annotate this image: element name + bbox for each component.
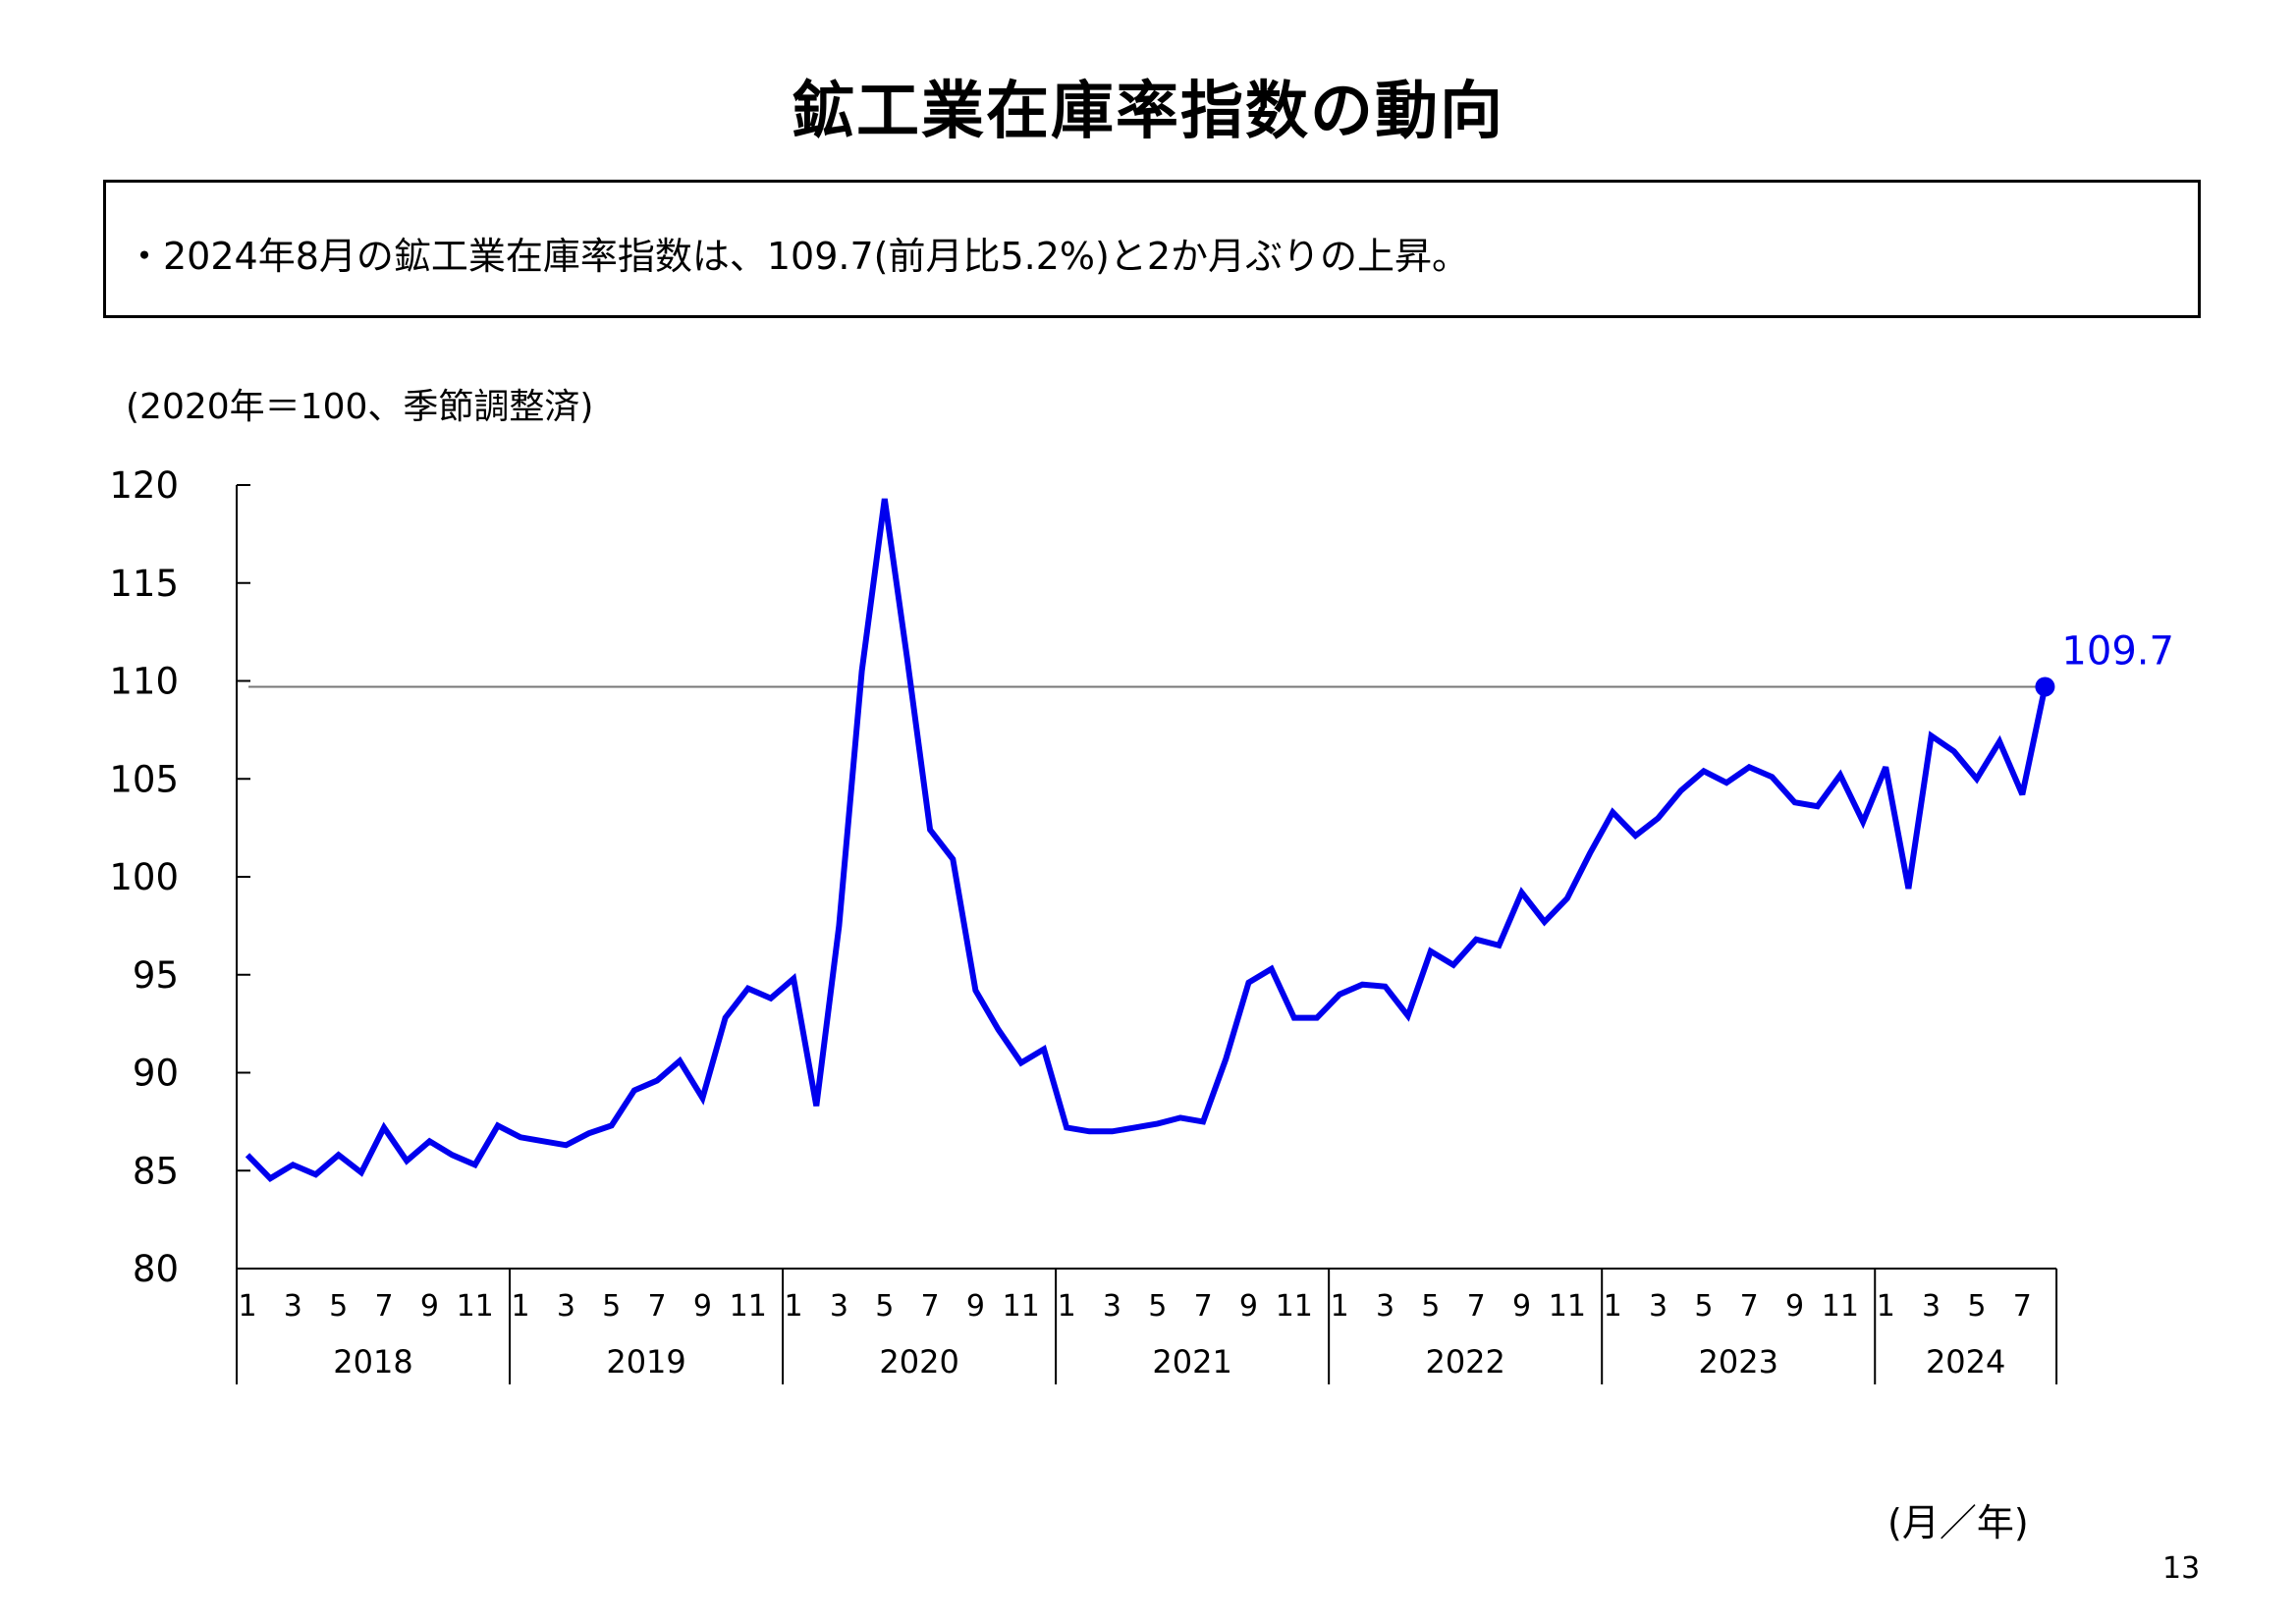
month-label: 7 [374, 1289, 393, 1324]
month-label: 1 [1058, 1289, 1076, 1324]
month-label: 5 [329, 1289, 348, 1324]
year-label: 2022 [1425, 1343, 1504, 1380]
year-label: 2018 [333, 1343, 412, 1380]
month-label: 9 [1785, 1289, 1804, 1324]
series-line [245, 498, 2049, 1182]
month-label: 1 [1331, 1289, 1349, 1324]
latest-value-label: 109.7 [2061, 628, 2174, 674]
month-label: 3 [1922, 1289, 1941, 1324]
y-tick-label: 105 [109, 758, 179, 800]
latest-point [2035, 677, 2055, 697]
y-tick-label: 80 [133, 1248, 179, 1290]
month-label: 7 [1467, 1289, 1486, 1324]
y-tick-label: 120 [109, 464, 179, 507]
series-group [245, 498, 2055, 1182]
month-label: 9 [420, 1289, 439, 1324]
page-title: 鉱工業在庫率指数の動向 [792, 76, 1504, 148]
month-label: 3 [1649, 1289, 1667, 1324]
page-number: 13 [2162, 1551, 2201, 1586]
month-label: 9 [1512, 1289, 1531, 1324]
month-label: 1 [511, 1289, 529, 1324]
month-label: 9 [966, 1289, 985, 1324]
month-label: 11 [1003, 1289, 1040, 1324]
month-label: 3 [830, 1289, 848, 1324]
summary-text: ・2024年8月の鉱工業在庫率指数は、109.7(前月比5.2%)と2か月ぶりの… [126, 235, 1470, 278]
month-label: 7 [1194, 1289, 1213, 1324]
y-tick-label: 100 [109, 856, 179, 898]
axes [236, 484, 2058, 1384]
month-label: 3 [284, 1289, 302, 1324]
month-label: 11 [1549, 1289, 1586, 1324]
month-label: 3 [1376, 1289, 1394, 1324]
month-label: 11 [457, 1289, 494, 1324]
y-tick-label: 95 [133, 954, 179, 997]
month-label: 9 [1239, 1289, 1258, 1324]
month-label: 3 [557, 1289, 575, 1324]
month-label: 11 [1276, 1289, 1313, 1324]
year-label: 2024 [1926, 1343, 2005, 1380]
month-label: 9 [693, 1289, 712, 1324]
month-label: 5 [602, 1289, 621, 1324]
month-label: 11 [730, 1289, 767, 1324]
month-label: 3 [1103, 1289, 1121, 1324]
year-label: 2020 [879, 1343, 958, 1380]
month-label: 1 [785, 1289, 803, 1324]
x-axis-unit-label: (月／年) [1887, 1501, 2029, 1544]
units-label: (2020年＝100、季節調整済) [126, 387, 594, 427]
month-label: 5 [1421, 1289, 1440, 1324]
month-label: 11 [1822, 1289, 1859, 1324]
summary-box: ・2024年8月の鉱工業在庫率指数は、109.7(前月比5.2%)と2か月ぶりの… [103, 180, 2201, 318]
month-label: 5 [1967, 1289, 1986, 1324]
year-label: 2023 [1699, 1343, 1778, 1380]
year-label: 2019 [606, 1343, 685, 1380]
month-label: 1 [1604, 1289, 1622, 1324]
month-label: 7 [648, 1289, 667, 1324]
y-tick-label: 85 [133, 1150, 179, 1192]
y-tick-label: 90 [133, 1053, 179, 1095]
y-tick-label: 115 [109, 563, 179, 605]
y-tick-label: 110 [109, 661, 179, 703]
month-label: 5 [875, 1289, 894, 1324]
month-label: 1 [238, 1289, 256, 1324]
month-label: 7 [921, 1289, 940, 1324]
year-label: 2021 [1152, 1343, 1231, 1380]
month-label: 5 [1148, 1289, 1167, 1324]
month-label: 7 [1740, 1289, 1759, 1324]
month-label: 1 [1877, 1289, 1895, 1324]
month-label: 7 [2013, 1289, 2032, 1324]
month-label: 5 [1694, 1289, 1713, 1324]
